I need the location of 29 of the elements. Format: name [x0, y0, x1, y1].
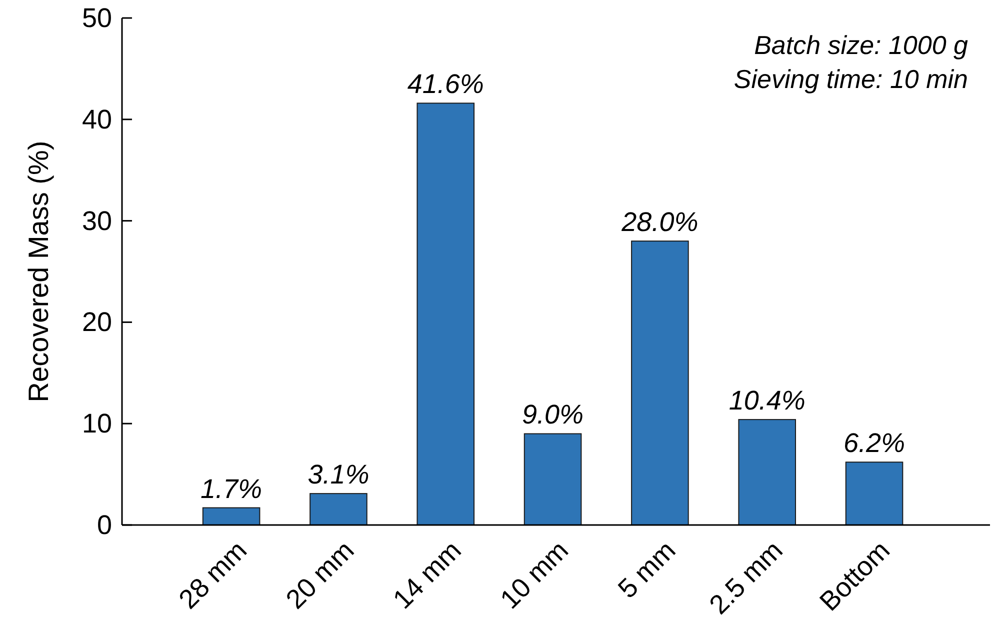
bar [524, 433, 582, 526]
y-tick-label: 0 [96, 510, 112, 540]
bar [416, 102, 475, 526]
x-tick-label: 10 mm [494, 535, 574, 615]
x-tick-label: 20 mm [280, 535, 360, 615]
x-tick-label: 5 mm [612, 535, 682, 604]
y-tick-label: 30 [82, 206, 112, 236]
x-tick-label: 2.5 mm [704, 535, 788, 620]
data-label: 28.0% [620, 207, 698, 238]
annotation: Batch size: 1000 g [754, 30, 969, 60]
bar [202, 507, 260, 526]
bar [631, 240, 689, 526]
x-tick-label: 14 mm [387, 535, 467, 615]
annotation: Sieving time: 10 min [734, 64, 968, 94]
y-tick-label: 20 [82, 307, 112, 338]
data-label: 6.2% [843, 428, 906, 458]
bar [310, 493, 368, 526]
data-label: 3.1% [308, 460, 370, 490]
data-label: 1.7% [200, 474, 262, 504]
bar [738, 419, 796, 526]
bar [845, 462, 904, 526]
y-tick-label: 10 [82, 408, 112, 439]
y-tick-label: 50 [82, 3, 112, 33]
data-label: 9.0% [522, 400, 584, 430]
data-label: 41.6% [407, 69, 484, 100]
y-tick-label: 40 [82, 104, 112, 134]
y-axis-title: Recovered Mass (%) [23, 140, 54, 402]
x-tick-label: 28 mm [173, 535, 253, 615]
data-label: 10.4% [728, 386, 806, 416]
